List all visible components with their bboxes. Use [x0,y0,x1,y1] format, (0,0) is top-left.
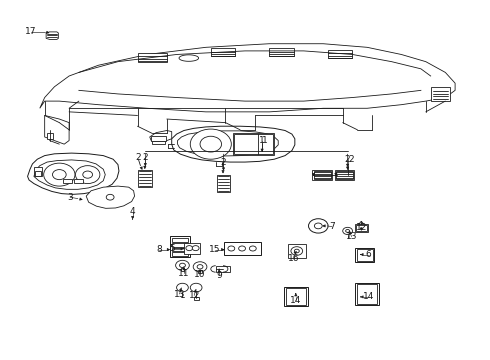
Bar [328,50,352,58]
Polygon shape [150,131,172,142]
Bar [47,134,53,139]
Circle shape [239,246,245,251]
Text: 6: 6 [366,250,371,259]
Bar [74,179,83,183]
Bar [357,284,377,304]
Bar [172,248,188,251]
Text: 1: 1 [259,136,265,145]
Text: 13: 13 [174,289,185,298]
Bar [180,268,184,271]
Polygon shape [86,186,135,208]
Bar [139,170,152,187]
Bar [431,87,450,101]
Circle shape [315,223,322,229]
Bar [224,242,261,255]
Bar [216,266,230,272]
Text: 12: 12 [189,291,200,300]
Circle shape [200,136,221,152]
Circle shape [197,265,203,269]
Text: 17: 17 [25,27,37,36]
Bar [288,244,306,258]
Bar [34,167,42,176]
Bar [284,287,308,306]
Text: 2: 2 [220,158,226,167]
Text: 5: 5 [169,244,174,253]
Bar [35,171,41,176]
Circle shape [83,171,93,178]
Circle shape [106,194,114,200]
Circle shape [175,260,189,270]
Bar [198,270,202,273]
Bar [138,53,167,62]
Bar [270,48,294,56]
Text: 10: 10 [195,270,206,279]
Circle shape [294,249,299,253]
Circle shape [190,129,231,159]
Polygon shape [46,32,58,40]
Text: 9: 9 [216,271,222,280]
Bar [355,248,374,262]
Text: 11: 11 [178,269,190,278]
Bar [357,249,372,261]
Circle shape [228,246,235,251]
Bar [356,225,367,231]
Circle shape [309,219,328,233]
Text: 2: 2 [136,153,141,162]
Text: 1: 1 [262,136,268,145]
Bar [355,224,368,232]
Bar [170,235,190,257]
Bar [233,133,274,155]
Bar [335,170,354,180]
Polygon shape [27,153,119,194]
Text: 7: 7 [329,222,335,231]
Text: 12: 12 [356,223,367,232]
Circle shape [192,246,199,251]
Polygon shape [359,221,364,224]
Circle shape [193,262,207,272]
Bar [63,179,72,183]
Circle shape [179,263,185,267]
Bar [234,134,273,154]
Text: 3: 3 [67,193,73,202]
Text: 2: 2 [142,153,147,162]
Bar [336,171,353,179]
Circle shape [176,283,188,292]
Circle shape [44,163,75,186]
Bar [151,136,166,141]
Text: 2: 2 [345,155,350,164]
Polygon shape [40,44,455,112]
Bar [211,48,235,56]
Bar [152,141,165,144]
Circle shape [75,166,100,184]
Text: 2: 2 [348,155,354,164]
Text: 13: 13 [346,232,357,241]
Bar [194,297,198,300]
Bar [172,238,188,242]
Bar [355,283,379,305]
Text: 14: 14 [290,296,301,305]
Bar [313,170,332,180]
Bar [184,243,199,253]
Text: 15: 15 [209,245,221,254]
Circle shape [291,247,303,255]
Polygon shape [34,160,105,189]
Circle shape [249,246,256,251]
Text: 4: 4 [130,207,135,216]
Bar [217,175,230,192]
Polygon shape [172,126,295,162]
Polygon shape [177,131,278,156]
Circle shape [186,246,193,251]
Circle shape [52,170,66,180]
Bar [172,243,188,247]
Circle shape [190,283,202,292]
Circle shape [343,227,352,234]
Bar [172,252,188,256]
Bar [286,288,306,305]
Text: 14: 14 [363,292,374,301]
Circle shape [345,229,349,232]
Polygon shape [45,116,69,144]
Text: 16: 16 [288,255,299,264]
Text: 8: 8 [157,245,162,254]
Bar [314,171,331,179]
